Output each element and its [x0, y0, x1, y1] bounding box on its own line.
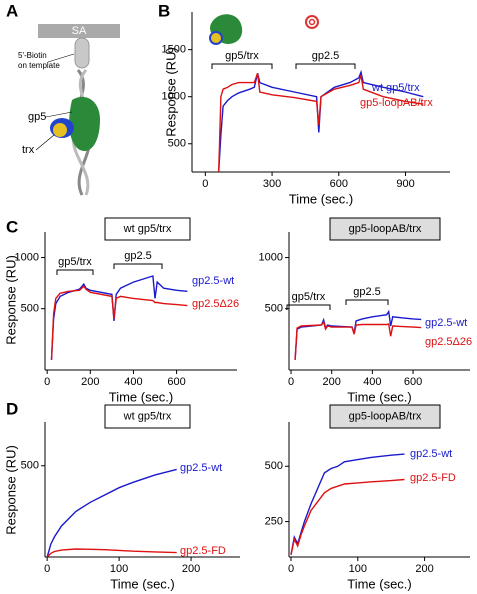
data-line — [46, 468, 177, 558]
chart-title: wt gp5/trx — [123, 410, 172, 422]
x-axis-label: Time (sec.) — [289, 191, 354, 206]
series-label: gp2.5-wt — [180, 462, 222, 474]
data-line — [294, 309, 422, 360]
annotation: gp5/trx — [292, 291, 326, 303]
data-line — [294, 320, 422, 360]
y-axis-label: Response (RU) — [163, 47, 178, 137]
x-tick-label: 0 — [44, 563, 50, 575]
series-label: gp2.5-wt — [410, 448, 452, 460]
title-box — [329, 404, 441, 429]
bracket — [345, 299, 389, 305]
x-tick-label: 0 — [288, 563, 294, 575]
y-tick-label: 1000 — [259, 251, 283, 263]
trx-icon — [209, 31, 223, 45]
x-axis-label: Time (sec.) — [109, 389, 174, 404]
gp25-icon — [305, 15, 319, 29]
leader — [47, 53, 75, 63]
series-label: gp2.5Δ26 — [425, 336, 472, 348]
label: on template — [18, 61, 60, 70]
bracket — [113, 263, 163, 269]
annotation: gp2.5 — [312, 50, 340, 62]
x-axis-label: Time (sec.) — [347, 576, 412, 591]
y-axis-label: Response (RU) — [3, 255, 18, 345]
title-box — [104, 217, 191, 241]
bracket — [286, 304, 331, 310]
leader — [35, 134, 55, 151]
x-tick-label: 300 — [263, 178, 281, 190]
surface-label: SA — [72, 25, 87, 37]
x-tick-label: 400 — [124, 376, 142, 388]
x-tick-label: 600 — [330, 178, 348, 190]
panel-label: D — [6, 399, 18, 418]
y-tick-label: 1500 — [162, 44, 186, 56]
annotation: gp2.5 — [353, 286, 381, 298]
x-tick-label: 200 — [415, 563, 433, 575]
x-tick-label: 200 — [323, 376, 341, 388]
panel-label: C — [6, 217, 18, 236]
chart-title: gp5-loopAB/trx — [349, 410, 422, 422]
x-tick-label: 200 — [81, 376, 99, 388]
annotation: gp2.5 — [124, 250, 152, 262]
x-axis-label: Time (sec.) — [347, 389, 412, 404]
chart-title: wt gp5/trx — [123, 223, 172, 235]
series-label: gp2.5-FD — [410, 472, 456, 484]
data-line — [218, 72, 424, 173]
series-label: gp2.5-wt — [192, 275, 234, 287]
panel-label: B — [158, 1, 170, 20]
x-tick-label: 100 — [349, 563, 367, 575]
series-label: gp2.5Δ26 — [192, 298, 239, 310]
series-label: gp2.5-FD — [180, 545, 226, 557]
gp5-shape — [69, 96, 100, 151]
data-line — [290, 478, 405, 555]
diagram: SA 5'-Biotin on template gp5 trx — [18, 24, 120, 196]
y-tick-label: 500 — [168, 138, 186, 150]
x-tick-label: 100 — [110, 563, 128, 575]
y-tick-label: 500 — [21, 460, 39, 472]
trx-shape — [53, 123, 67, 137]
x-tick-label: 0 — [202, 178, 208, 190]
chart-title: gp5-loopAB/trx — [349, 223, 422, 235]
x-tick-label: 200 — [182, 563, 200, 575]
x-tick-label: 0 — [44, 376, 50, 388]
label: trx — [22, 144, 35, 156]
series-label: gp5-loopAB/trx — [360, 97, 433, 109]
x-tick-label: 0 — [288, 376, 294, 388]
bracket — [56, 269, 94, 275]
series-label: gp2.5-wt — [425, 317, 467, 329]
x-axis-label: Time (sec.) — [110, 576, 175, 591]
x-tick-label: 400 — [363, 376, 381, 388]
annotation: gp5/trx — [225, 50, 259, 62]
label: 5'-Biotin — [18, 51, 47, 60]
y-tick-label: 1000 — [15, 251, 39, 263]
biotin — [74, 37, 90, 69]
y-axis-label: Response (RU) — [3, 445, 18, 535]
y-tick-label: 500 — [265, 460, 283, 472]
series-label: wt gp5/trx — [371, 82, 420, 94]
data-line — [290, 453, 405, 555]
title-box — [104, 404, 191, 429]
gp25-icon — [308, 18, 316, 26]
title-box — [329, 217, 441, 241]
x-tick-label: 600 — [404, 376, 422, 388]
bracket — [211, 63, 273, 69]
y-tick-label: 500 — [265, 303, 283, 315]
data-line — [46, 548, 177, 558]
data-line — [50, 285, 188, 360]
data-line — [50, 275, 188, 360]
panel-label: A — [6, 1, 18, 20]
leader — [45, 111, 73, 118]
bracket — [295, 63, 356, 69]
x-tick-label: 600 — [167, 376, 185, 388]
x-tick-label: 900 — [396, 178, 414, 190]
y-tick-label: 250 — [265, 515, 283, 527]
y-tick-label: 500 — [21, 303, 39, 315]
label: gp5 — [28, 111, 46, 123]
surface — [38, 24, 120, 38]
y-tick-label: 1000 — [162, 91, 186, 103]
annotation: gp5/trx — [58, 256, 92, 268]
